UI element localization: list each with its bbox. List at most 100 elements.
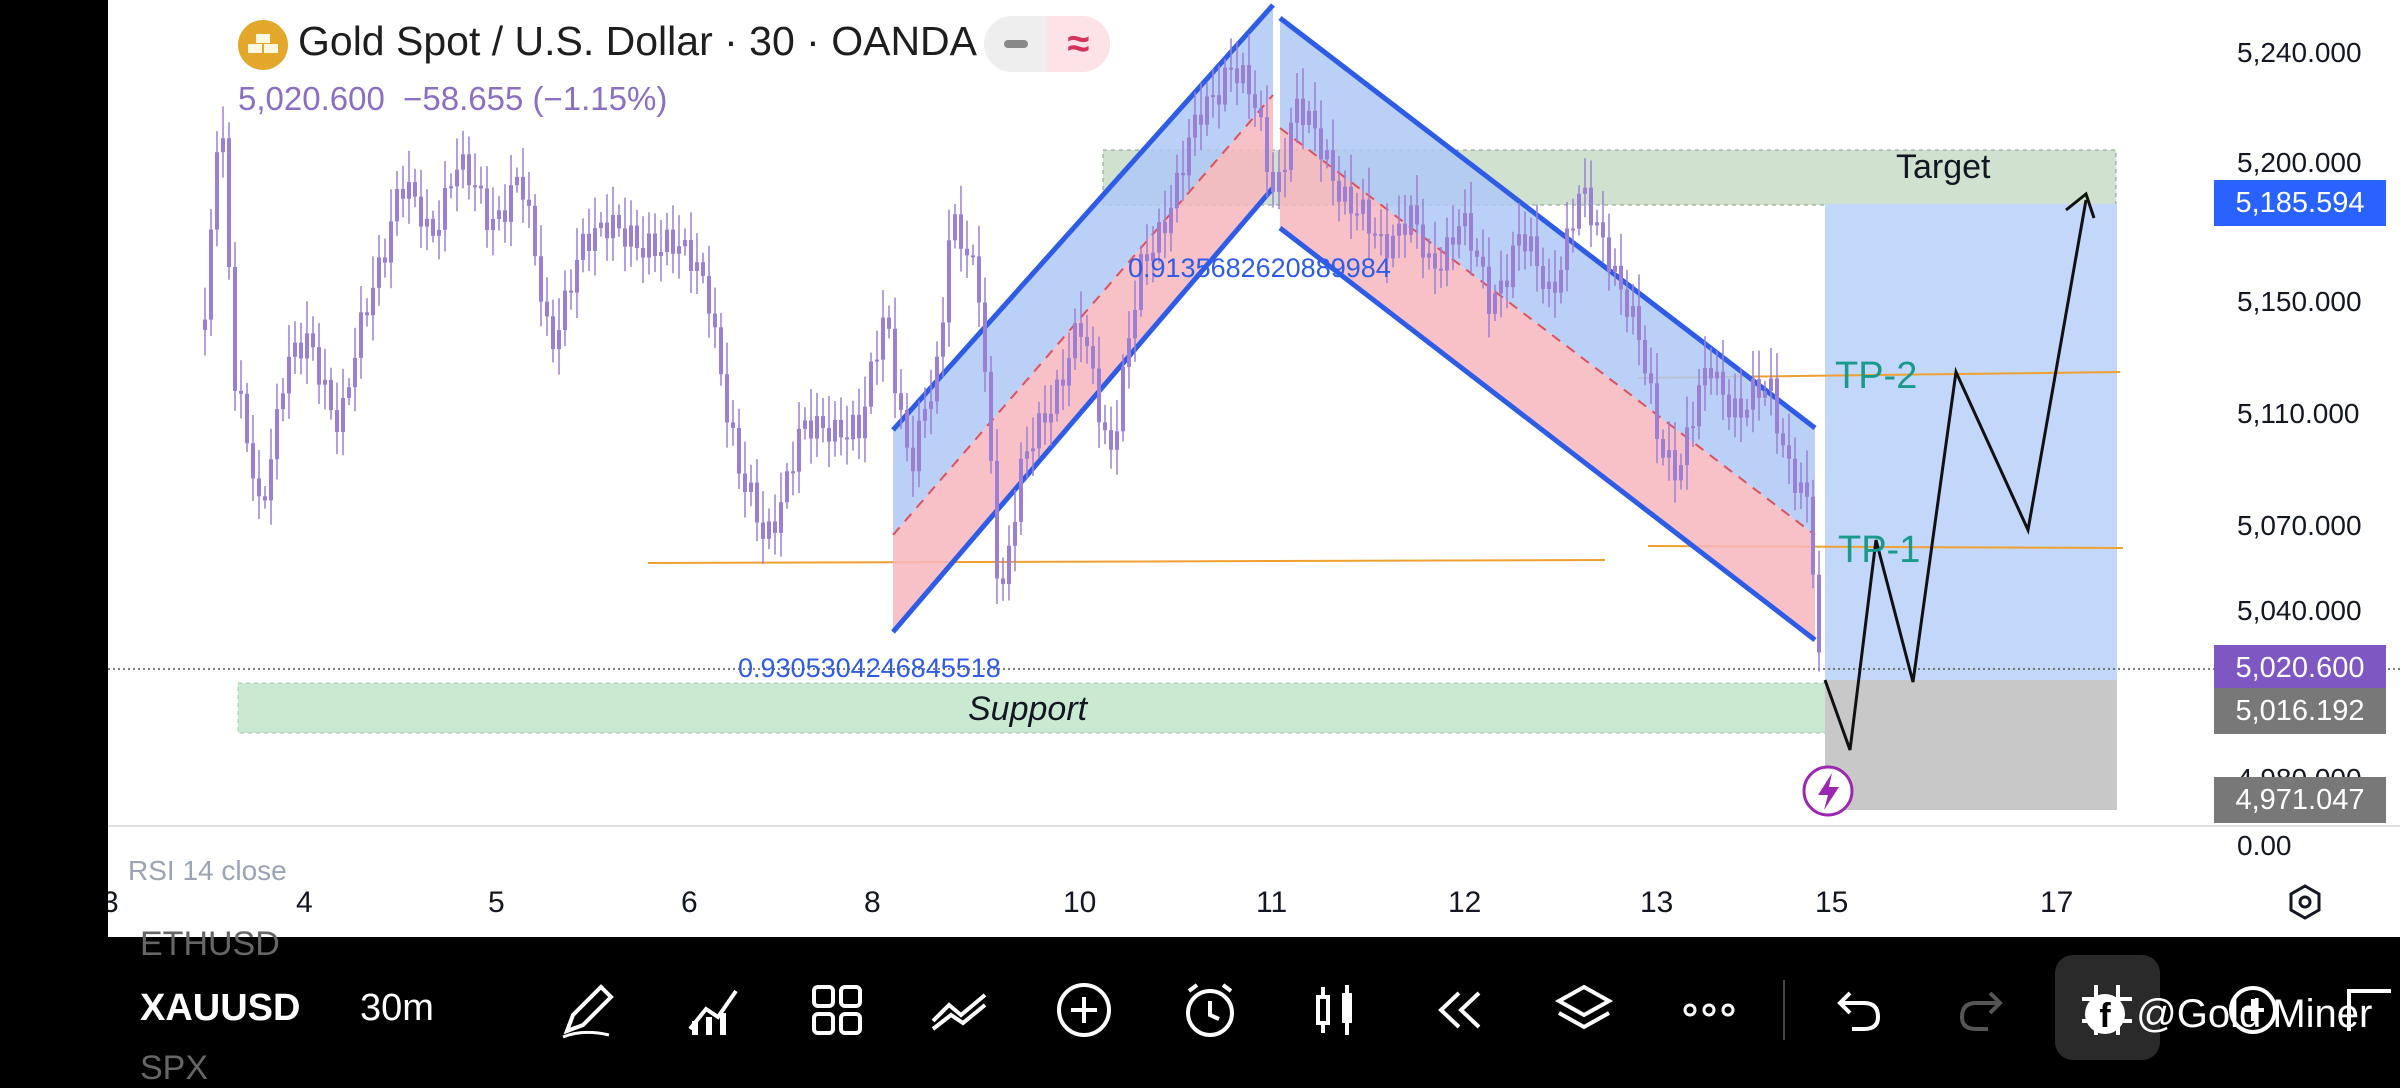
candle-body — [1643, 340, 1647, 374]
candle-body — [527, 199, 531, 206]
descending-channel-upper[interactable] — [1280, 18, 1815, 535]
candle-body — [827, 427, 831, 442]
descending-channel-lower[interactable] — [1280, 128, 1815, 640]
candle-body — [1277, 172, 1281, 192]
candle-body — [245, 393, 249, 444]
replay-icon[interactable] — [1425, 975, 1495, 1045]
candle-body — [1307, 110, 1311, 126]
ascending-channel-top-line[interactable] — [891, 3, 1275, 432]
support-level-line[interactable] — [647, 559, 1606, 564]
time-tick: 6 — [681, 886, 698, 919]
zoom-add-icon[interactable] — [2218, 975, 2288, 1045]
candle-body — [1007, 545, 1011, 585]
candle-body — [293, 342, 297, 357]
candle-body — [1769, 378, 1773, 392]
add-icon[interactable] — [1049, 975, 1119, 1045]
candle-body — [425, 218, 429, 227]
ascending-channel-bottom-line[interactable] — [891, 186, 1275, 634]
candle-body — [695, 262, 699, 271]
descending-channel-bottom-line[interactable] — [1278, 226, 1817, 642]
redo-icon[interactable] — [1948, 975, 2018, 1045]
candle-body — [941, 322, 945, 357]
current-price-tag: 5,020.600 — [2214, 645, 2386, 691]
candle-body — [989, 371, 993, 461]
ascending-channel-lower[interactable] — [893, 95, 1273, 632]
candle-body — [1295, 98, 1299, 123]
tp1-label[interactable]: TP-1 — [1838, 529, 1920, 571]
candle-body — [395, 189, 399, 222]
symbol-next[interactable]: SPX — [140, 1049, 209, 1087]
time-tick: 11 — [1256, 886, 1287, 919]
layers-icon[interactable] — [1549, 975, 1619, 1045]
long-position-profit-box[interactable] — [1825, 204, 2117, 680]
candle-body — [1013, 521, 1017, 546]
indicators-icon[interactable] — [678, 975, 748, 1045]
candle-body — [1205, 96, 1209, 125]
support-zone[interactable] — [237, 682, 1957, 734]
candle-body — [1721, 371, 1725, 395]
candle-body — [1145, 254, 1149, 262]
candle-body — [617, 214, 621, 229]
alarm-clock-icon[interactable] — [1175, 975, 1245, 1045]
chart-area[interactable]: Target TP-2 TP-1 Support 0.9135682620889… — [108, 0, 2400, 937]
candle-body — [1109, 430, 1113, 450]
candle-body — [389, 221, 393, 263]
symbol-title[interactable]: Gold Spot / U.S. Dollar · 30 · OANDA — [298, 18, 978, 64]
compare-icon[interactable] — [925, 975, 995, 1045]
candle-body — [1229, 67, 1233, 70]
projection-path[interactable] — [1823, 199, 2088, 751]
candle-body — [1193, 114, 1197, 138]
time-tick: 3 — [108, 886, 119, 919]
candle-body — [1073, 323, 1077, 359]
candle-body — [1187, 137, 1191, 176]
rsi-label[interactable]: RSI 14 close — [128, 855, 287, 886]
candle-body — [731, 422, 735, 428]
collapse-icon[interactable] — [984, 16, 1047, 72]
price-chart[interactable]: Target TP-2 TP-1 Support 0.9135682620889… — [108, 0, 2400, 937]
indicator-wave-icon[interactable]: ≈ — [1047, 16, 1110, 72]
long-position-stop-box[interactable] — [1825, 680, 2117, 810]
candle-body — [455, 169, 459, 187]
lightning-icon[interactable] — [1802, 765, 1854, 817]
candle-body — [1421, 224, 1425, 258]
support-label[interactable]: Support — [968, 690, 1089, 728]
price-change-line: 5,020.600 −58.655 (−1.15%) — [238, 80, 667, 118]
candle-body — [707, 275, 711, 314]
bottom-toolbar: ETHUSD XAUUSD SPX 30m — [0, 925, 2400, 1087]
ascending-channel-upper[interactable] — [893, 5, 1273, 535]
candle-body — [1325, 150, 1329, 160]
symbol-selector[interactable]: XAUUSD — [140, 987, 301, 1029]
tp2-label[interactable]: TP-2 — [1835, 355, 1917, 397]
candle-body — [809, 420, 813, 439]
candle-body — [875, 359, 879, 362]
fib-ratio-bottom[interactable]: 0.9305304246845518 — [738, 653, 1001, 683]
candle-body — [1181, 172, 1185, 176]
symbol-prev[interactable]: ETHUSD — [140, 925, 280, 963]
watermark: f @Gold Miner — [2085, 990, 2372, 1037]
fib-ratio-top[interactable]: 0.9135682620889984 — [1128, 253, 1391, 283]
candle-body — [1553, 281, 1557, 293]
measure-icon[interactable] — [2335, 975, 2400, 1045]
time-tick: 12 — [1448, 886, 1481, 919]
candle-body — [1445, 237, 1449, 271]
descending-channel-top-line[interactable] — [1278, 16, 1817, 430]
candle-body — [659, 252, 663, 256]
grid-icon[interactable] — [802, 975, 872, 1045]
price-tick: 5,040.000 — [2237, 595, 2362, 626]
pencil-icon[interactable] — [553, 975, 623, 1045]
undo-icon[interactable] — [1822, 975, 1892, 1045]
more-icon[interactable] — [1674, 975, 1744, 1045]
interval-selector[interactable]: 30m — [360, 987, 434, 1029]
target-price-tag: 5,185.594 — [2214, 180, 2386, 226]
candle-body — [1697, 385, 1701, 427]
candles-icon[interactable] — [1300, 975, 1370, 1045]
chart-settings-icon[interactable] — [2289, 884, 2321, 920]
candle-body — [1589, 187, 1593, 226]
candle-body — [353, 357, 357, 388]
candle-body — [419, 196, 423, 227]
candle-body — [1349, 186, 1353, 214]
candle-body — [1037, 413, 1041, 449]
candle-body — [227, 138, 231, 268]
target-label[interactable]: Target — [1896, 148, 1991, 186]
price-tick: 5,070.000 — [2237, 510, 2362, 541]
